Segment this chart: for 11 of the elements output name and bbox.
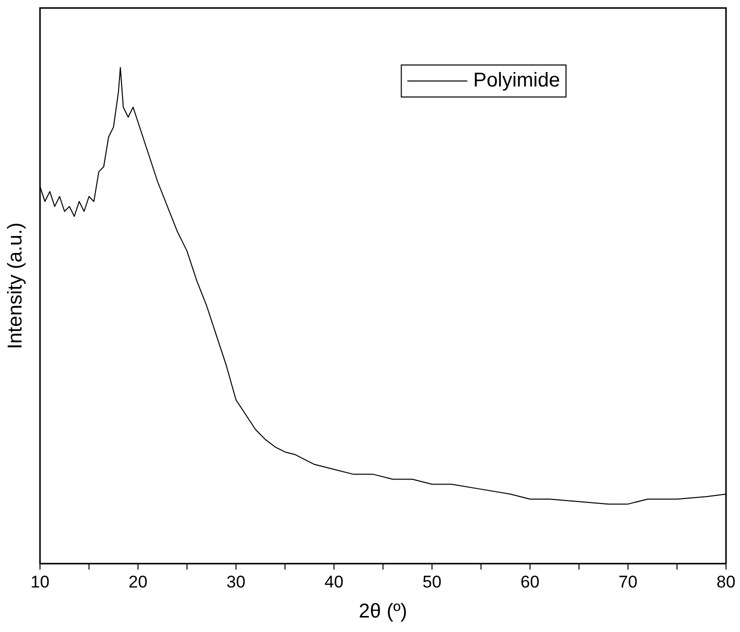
x-tick-label: 50 bbox=[422, 572, 442, 592]
x-tick-label: 30 bbox=[226, 572, 246, 592]
legend-label: Polyimide bbox=[473, 70, 560, 92]
x-tick-label: 40 bbox=[324, 572, 344, 592]
x-tick-label: 60 bbox=[520, 572, 540, 592]
x-tick-label: 70 bbox=[618, 572, 638, 592]
x-tick-label: 10 bbox=[30, 572, 50, 592]
y-axis-title: Intensity (a.u.) bbox=[4, 222, 27, 350]
x-tick-label: 20 bbox=[128, 572, 148, 592]
x-tick-label: 80 bbox=[716, 572, 736, 592]
x-axis-title: 2θ (º) bbox=[358, 600, 408, 623]
